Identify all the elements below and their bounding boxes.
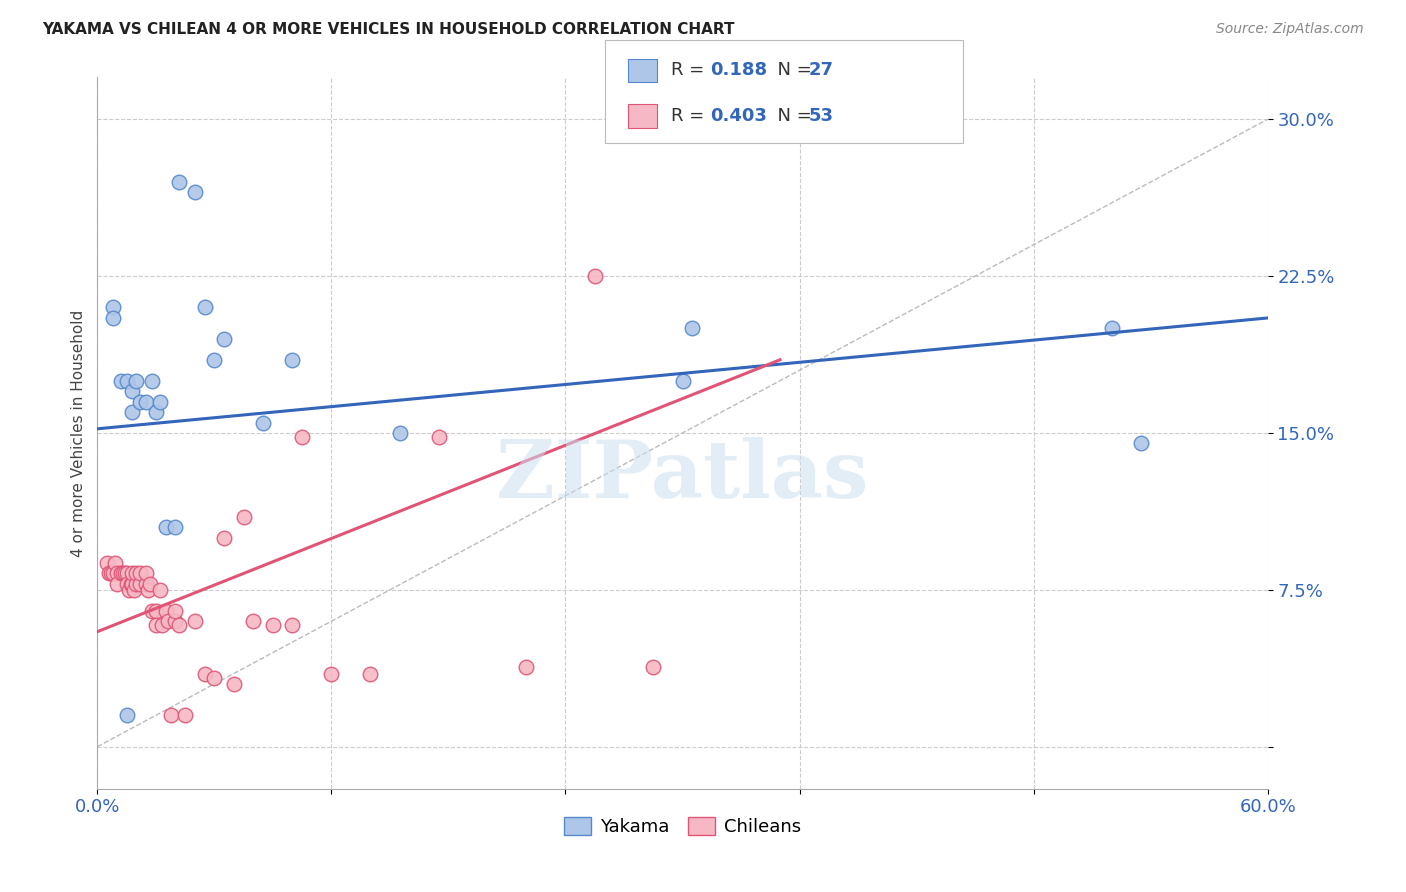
- Y-axis label: 4 or more Vehicles in Household: 4 or more Vehicles in Household: [72, 310, 86, 557]
- Point: [125, 566, 148, 581]
- Text: N =: N =: [766, 107, 818, 125]
- Point: [145, 604, 167, 618]
- Point: [194, 301, 217, 315]
- Point: [125, 374, 148, 388]
- Point: [115, 576, 138, 591]
- Point: [281, 618, 304, 632]
- Point: [98, 566, 121, 581]
- Point: [135, 566, 157, 581]
- Point: [104, 556, 127, 570]
- Point: [120, 576, 142, 591]
- Point: [115, 708, 138, 723]
- Point: [169, 618, 191, 632]
- Text: Source: ZipAtlas.com: Source: ZipAtlas.com: [1216, 22, 1364, 37]
- Text: N =: N =: [766, 62, 818, 79]
- Point: [149, 394, 172, 409]
- Point: [174, 708, 197, 723]
- Point: [671, 374, 693, 388]
- Point: [149, 582, 172, 597]
- Point: [135, 394, 157, 409]
- Text: R =: R =: [671, 107, 710, 125]
- Point: [115, 374, 138, 388]
- Text: ZIPatlas: ZIPatlas: [496, 437, 869, 515]
- Legend: Yakama, Chileans: Yakama, Chileans: [557, 810, 808, 844]
- Point: [121, 405, 143, 419]
- Point: [141, 374, 163, 388]
- Text: 0.403: 0.403: [710, 107, 766, 125]
- Point: [155, 604, 177, 618]
- Point: [96, 556, 118, 570]
- Point: [165, 520, 187, 534]
- Point: [136, 582, 159, 597]
- Point: [1129, 436, 1152, 450]
- Point: [160, 708, 183, 723]
- Point: [515, 660, 537, 674]
- Point: [145, 405, 167, 419]
- Text: 53: 53: [808, 107, 834, 125]
- Point: [110, 566, 132, 581]
- Point: [121, 566, 143, 581]
- Point: [184, 186, 207, 200]
- Point: [117, 582, 139, 597]
- Point: [145, 618, 167, 632]
- Point: [388, 425, 411, 440]
- Point: [212, 531, 235, 545]
- Point: [202, 352, 225, 367]
- Point: [129, 576, 152, 591]
- Point: [1101, 321, 1123, 335]
- Point: [155, 520, 177, 534]
- Point: [262, 618, 284, 632]
- Point: [232, 509, 254, 524]
- Point: [129, 394, 152, 409]
- Point: [141, 604, 163, 618]
- Point: [105, 576, 128, 591]
- Text: R =: R =: [671, 62, 710, 79]
- Text: 0.188: 0.188: [710, 62, 768, 79]
- Point: [135, 576, 157, 591]
- Point: [121, 384, 143, 399]
- Point: [169, 175, 191, 189]
- Point: [202, 671, 225, 685]
- Point: [359, 666, 381, 681]
- Point: [643, 660, 665, 674]
- Point: [150, 618, 173, 632]
- Point: [124, 582, 146, 597]
- Point: [427, 430, 450, 444]
- Point: [252, 416, 274, 430]
- Point: [101, 566, 124, 581]
- Point: [101, 310, 124, 325]
- Point: [321, 666, 343, 681]
- Point: [111, 566, 134, 581]
- Point: [583, 269, 606, 284]
- Point: [165, 604, 187, 618]
- Point: [110, 374, 132, 388]
- Point: [184, 614, 207, 628]
- Point: [681, 321, 703, 335]
- Point: [212, 332, 235, 346]
- Point: [242, 614, 264, 628]
- Point: [101, 301, 124, 315]
- Point: [291, 430, 314, 444]
- Text: 27: 27: [808, 62, 834, 79]
- Point: [121, 576, 143, 591]
- Point: [114, 566, 136, 581]
- Point: [105, 566, 128, 581]
- Point: [194, 666, 217, 681]
- Point: [125, 576, 148, 591]
- Point: [139, 576, 162, 591]
- Point: [281, 352, 304, 367]
- Point: [156, 614, 179, 628]
- Point: [129, 566, 152, 581]
- Point: [165, 614, 187, 628]
- Point: [222, 677, 245, 691]
- Point: [115, 566, 138, 581]
- Point: [100, 566, 122, 581]
- Text: YAKAMA VS CHILEAN 4 OR MORE VEHICLES IN HOUSEHOLD CORRELATION CHART: YAKAMA VS CHILEAN 4 OR MORE VEHICLES IN …: [42, 22, 735, 37]
